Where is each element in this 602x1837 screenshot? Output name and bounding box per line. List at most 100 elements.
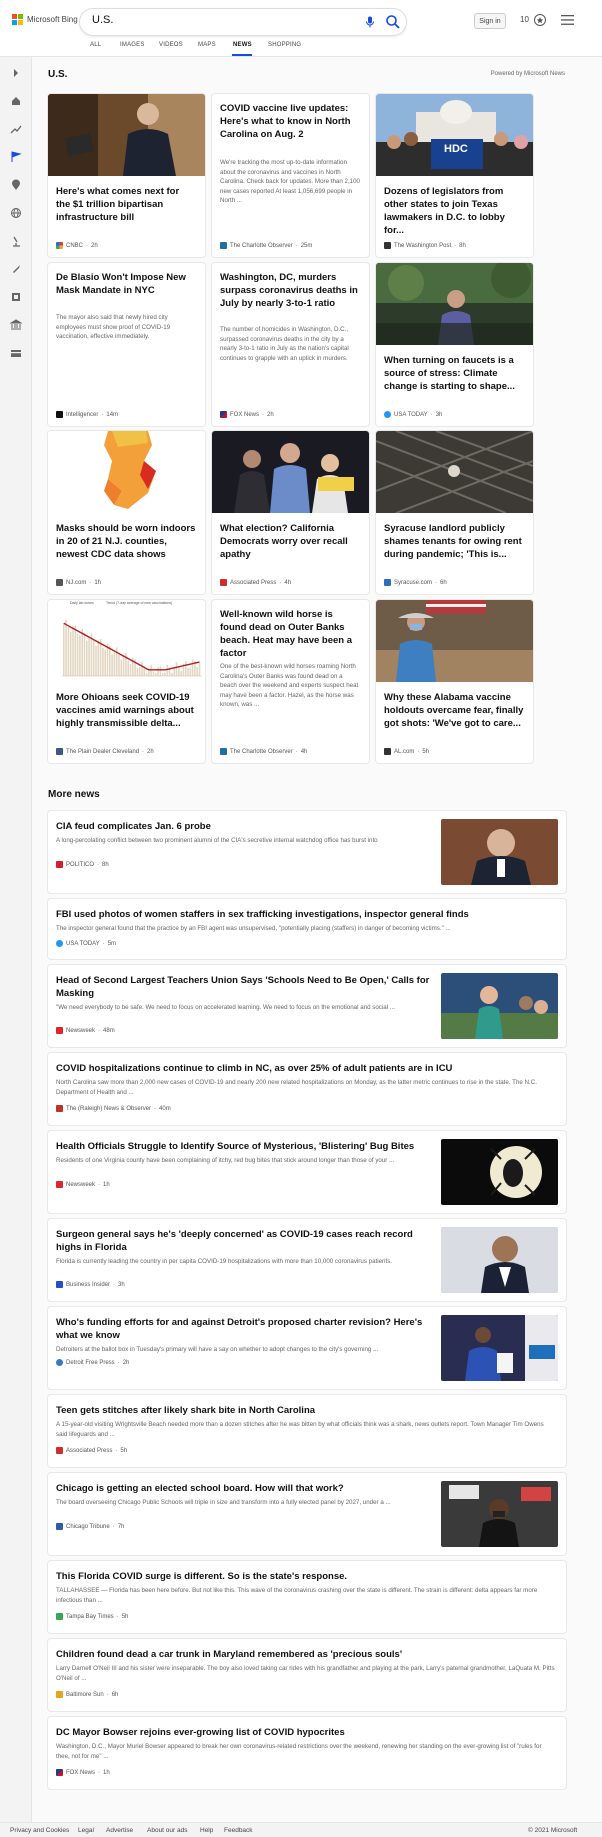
card-title[interactable]: Masks should be worn indoors in 20 of 21… bbox=[56, 523, 196, 560]
card-source[interactable]: The Plain Dealer Cleveland · 2h bbox=[56, 748, 154, 755]
news-card[interactable]: Here's what comes next for the $1 trilli… bbox=[48, 94, 205, 257]
item-source[interactable]: FOX News · 1h bbox=[56, 1769, 110, 1776]
more-news-item[interactable]: FBI used photos of women staffers in sex… bbox=[48, 899, 566, 959]
more-news-item[interactable]: COVID hospitalizations continue to climb… bbox=[48, 1053, 566, 1125]
card-title[interactable]: Washington, DC, murders surpass coronavi… bbox=[220, 272, 358, 309]
more-news-item[interactable]: Health Officials Struggle to Identify So… bbox=[48, 1131, 566, 1213]
more-news-item[interactable]: Surgeon general says he's 'deeply concer… bbox=[48, 1219, 566, 1301]
news-card[interactable]: De Blasio Won't Impose New Mask Mandate … bbox=[48, 263, 205, 426]
bank-icon[interactable] bbox=[10, 319, 22, 331]
item-title[interactable]: CIA feud complicates Jan. 6 probe bbox=[56, 821, 211, 832]
item-title[interactable]: DC Mayor Bowser rejoins ever-growing lis… bbox=[56, 1727, 345, 1738]
more-news-item[interactable]: Who's funding efforts for and against De… bbox=[48, 1307, 566, 1389]
footer-link-privacy[interactable]: Privacy and Cookies bbox=[10, 1827, 70, 1834]
item-title[interactable]: Children found dead a car trunk in Maryl… bbox=[56, 1649, 403, 1660]
home-icon[interactable] bbox=[10, 95, 22, 107]
card-source[interactable]: CNBC · 2h bbox=[56, 242, 98, 249]
card-source[interactable]: FOX News · 2h bbox=[220, 411, 274, 418]
item-title[interactable]: Head of Second Largest Teachers Union Sa… bbox=[56, 975, 430, 999]
bing-logo[interactable]: Microsoft Bing bbox=[12, 14, 78, 25]
tab-news[interactable]: NEWS bbox=[233, 42, 252, 48]
item-source[interactable]: USA TODAY · 5m bbox=[56, 940, 116, 947]
card-title[interactable]: COVID vaccine live updates: Here's what … bbox=[220, 103, 351, 140]
card-source[interactable]: NJ.com · 1h bbox=[56, 579, 101, 586]
news-card[interactable]: HDC Dozens of legislators from other sta… bbox=[376, 94, 533, 257]
more-news-item[interactable]: Head of Second Largest Teachers Union Sa… bbox=[48, 965, 566, 1047]
search-input[interactable] bbox=[92, 14, 332, 26]
item-source[interactable]: Newsweek · 48m bbox=[56, 1027, 115, 1034]
sign-in-button[interactable]: Sign in bbox=[474, 13, 506, 29]
card-title[interactable]: Dozens of legislators from other states … bbox=[384, 186, 505, 236]
film-icon[interactable] bbox=[10, 291, 22, 303]
hamburger-menu-icon[interactable] bbox=[561, 15, 574, 25]
location-pin-icon[interactable] bbox=[10, 179, 22, 191]
card-title[interactable]: What election? California Democrats worr… bbox=[220, 523, 348, 560]
search-icon[interactable] bbox=[385, 14, 401, 30]
card-source[interactable]: The Charlotte Observer · 4h bbox=[220, 748, 307, 755]
news-card[interactable]: Well-known wild horse is found dead on O… bbox=[212, 600, 369, 763]
item-title[interactable]: FBI used photos of women staffers in sex… bbox=[56, 909, 469, 920]
item-source[interactable]: Business Insider · 3h bbox=[56, 1281, 125, 1288]
news-card[interactable]: Daily lab doses Trend (7-day average of … bbox=[48, 600, 205, 763]
item-title[interactable]: Health Officials Struggle to Identify So… bbox=[56, 1141, 415, 1152]
more-news-item[interactable]: DC Mayor Bowser rejoins ever-growing lis… bbox=[48, 1717, 566, 1789]
more-news-item[interactable]: Chicago is getting an elected school boa… bbox=[48, 1473, 566, 1555]
more-news-item[interactable]: Teen gets stitches after likely shark bi… bbox=[48, 1395, 566, 1467]
globe-icon[interactable] bbox=[10, 207, 22, 219]
tab-maps[interactable]: MAPS bbox=[198, 42, 216, 48]
footer-link-legal[interactable]: Legal bbox=[78, 1827, 94, 1834]
more-news-item[interactable]: CIA feud complicates Jan. 6 probe A long… bbox=[48, 811, 566, 893]
powered-by-label[interactable]: Powered by Microsoft News bbox=[490, 71, 565, 77]
item-source[interactable]: Tampa Bay Times · 5h bbox=[56, 1613, 128, 1620]
item-title[interactable]: Surgeon general says he's 'deeply concer… bbox=[56, 1229, 413, 1253]
item-source[interactable]: Detroit Free Press · 2h bbox=[56, 1359, 129, 1366]
flag-icon[interactable] bbox=[10, 151, 22, 163]
rewards-points[interactable]: 10 bbox=[520, 15, 529, 24]
card-title[interactable]: Why these Alabama vaccine holdouts overc… bbox=[384, 692, 524, 729]
footer-link-help[interactable]: Help bbox=[200, 1827, 214, 1834]
card-source[interactable]: USA TODAY · 3h bbox=[384, 411, 442, 418]
card-source[interactable]: The Washington Post · 8h bbox=[384, 242, 466, 249]
item-source[interactable]: POLITICO · 8h bbox=[56, 861, 109, 868]
more-news-item[interactable]: This Florida COVID surge is different. S… bbox=[48, 1561, 566, 1633]
rewards-medal-icon[interactable] bbox=[533, 12, 547, 28]
tab-shopping[interactable]: SHOPPING bbox=[268, 42, 302, 48]
card-title[interactable]: More Ohioans seek COVID-19 vaccines amid… bbox=[56, 692, 194, 729]
card-title[interactable]: When turning on faucets is a source of s… bbox=[384, 355, 515, 392]
card-source[interactable]: Intelligencer · 14m bbox=[56, 411, 118, 418]
news-card[interactable]: What election? California Democrats worr… bbox=[212, 431, 369, 594]
item-source[interactable]: The (Raleigh) News & Observer · 40m bbox=[56, 1105, 171, 1112]
trending-icon[interactable] bbox=[10, 123, 22, 135]
tab-videos[interactable]: VIDEOS bbox=[159, 42, 183, 48]
footer-link-about-ads[interactable]: About our ads bbox=[147, 1827, 188, 1834]
item-source[interactable]: Baltimore Sun · 6h bbox=[56, 1691, 118, 1698]
microphone-icon[interactable] bbox=[363, 15, 377, 29]
item-source[interactable]: Newsweek · 1h bbox=[56, 1181, 110, 1188]
news-card[interactable]: Washington, DC, murders surpass coronavi… bbox=[212, 263, 369, 426]
news-card[interactable]: Masks should be worn indoors in 20 of 21… bbox=[48, 431, 205, 594]
item-title[interactable]: Chicago is getting an elected school boa… bbox=[56, 1483, 344, 1494]
card-source[interactable]: AL.com · 5h bbox=[384, 748, 429, 755]
item-source[interactable]: Associated Press · 5h bbox=[56, 1447, 127, 1454]
microscope-icon[interactable] bbox=[10, 235, 22, 247]
card-title[interactable]: Well-known wild horse is found dead on O… bbox=[220, 609, 353, 659]
news-card[interactable]: COVID vaccine live updates: Here's what … bbox=[212, 94, 369, 257]
tab-images[interactable]: IMAGES bbox=[120, 42, 145, 48]
footer-link-advertise[interactable]: Advertise bbox=[106, 1827, 134, 1834]
card-title[interactable]: Here's what comes next for the $1 trilli… bbox=[56, 186, 180, 223]
expand-chevron-icon[interactable] bbox=[10, 67, 22, 79]
footer-link-feedback[interactable]: Feedback bbox=[224, 1827, 253, 1834]
more-news-item[interactable]: Children found dead a car trunk in Maryl… bbox=[48, 1639, 566, 1711]
rocket-icon[interactable] bbox=[10, 263, 22, 275]
credit-card-icon[interactable] bbox=[10, 347, 22, 359]
item-title[interactable]: Who's funding efforts for and against De… bbox=[56, 1317, 423, 1341]
tab-all[interactable]: ALL bbox=[90, 42, 102, 48]
item-title[interactable]: Teen gets stitches after likely shark bi… bbox=[56, 1405, 316, 1416]
card-title[interactable]: Syracuse landlord publicly shames tenant… bbox=[384, 523, 522, 560]
news-card[interactable]: When turning on faucets is a source of s… bbox=[376, 263, 533, 426]
card-source[interactable]: The Charlotte Observer · 25m bbox=[220, 242, 312, 249]
item-source[interactable]: Chicago Tribune · 7h bbox=[56, 1523, 124, 1530]
card-title[interactable]: De Blasio Won't Impose New Mask Mandate … bbox=[56, 272, 186, 296]
item-title[interactable]: This Florida COVID surge is different. S… bbox=[56, 1571, 348, 1582]
news-card[interactable]: Why these Alabama vaccine holdouts overc… bbox=[376, 600, 533, 763]
